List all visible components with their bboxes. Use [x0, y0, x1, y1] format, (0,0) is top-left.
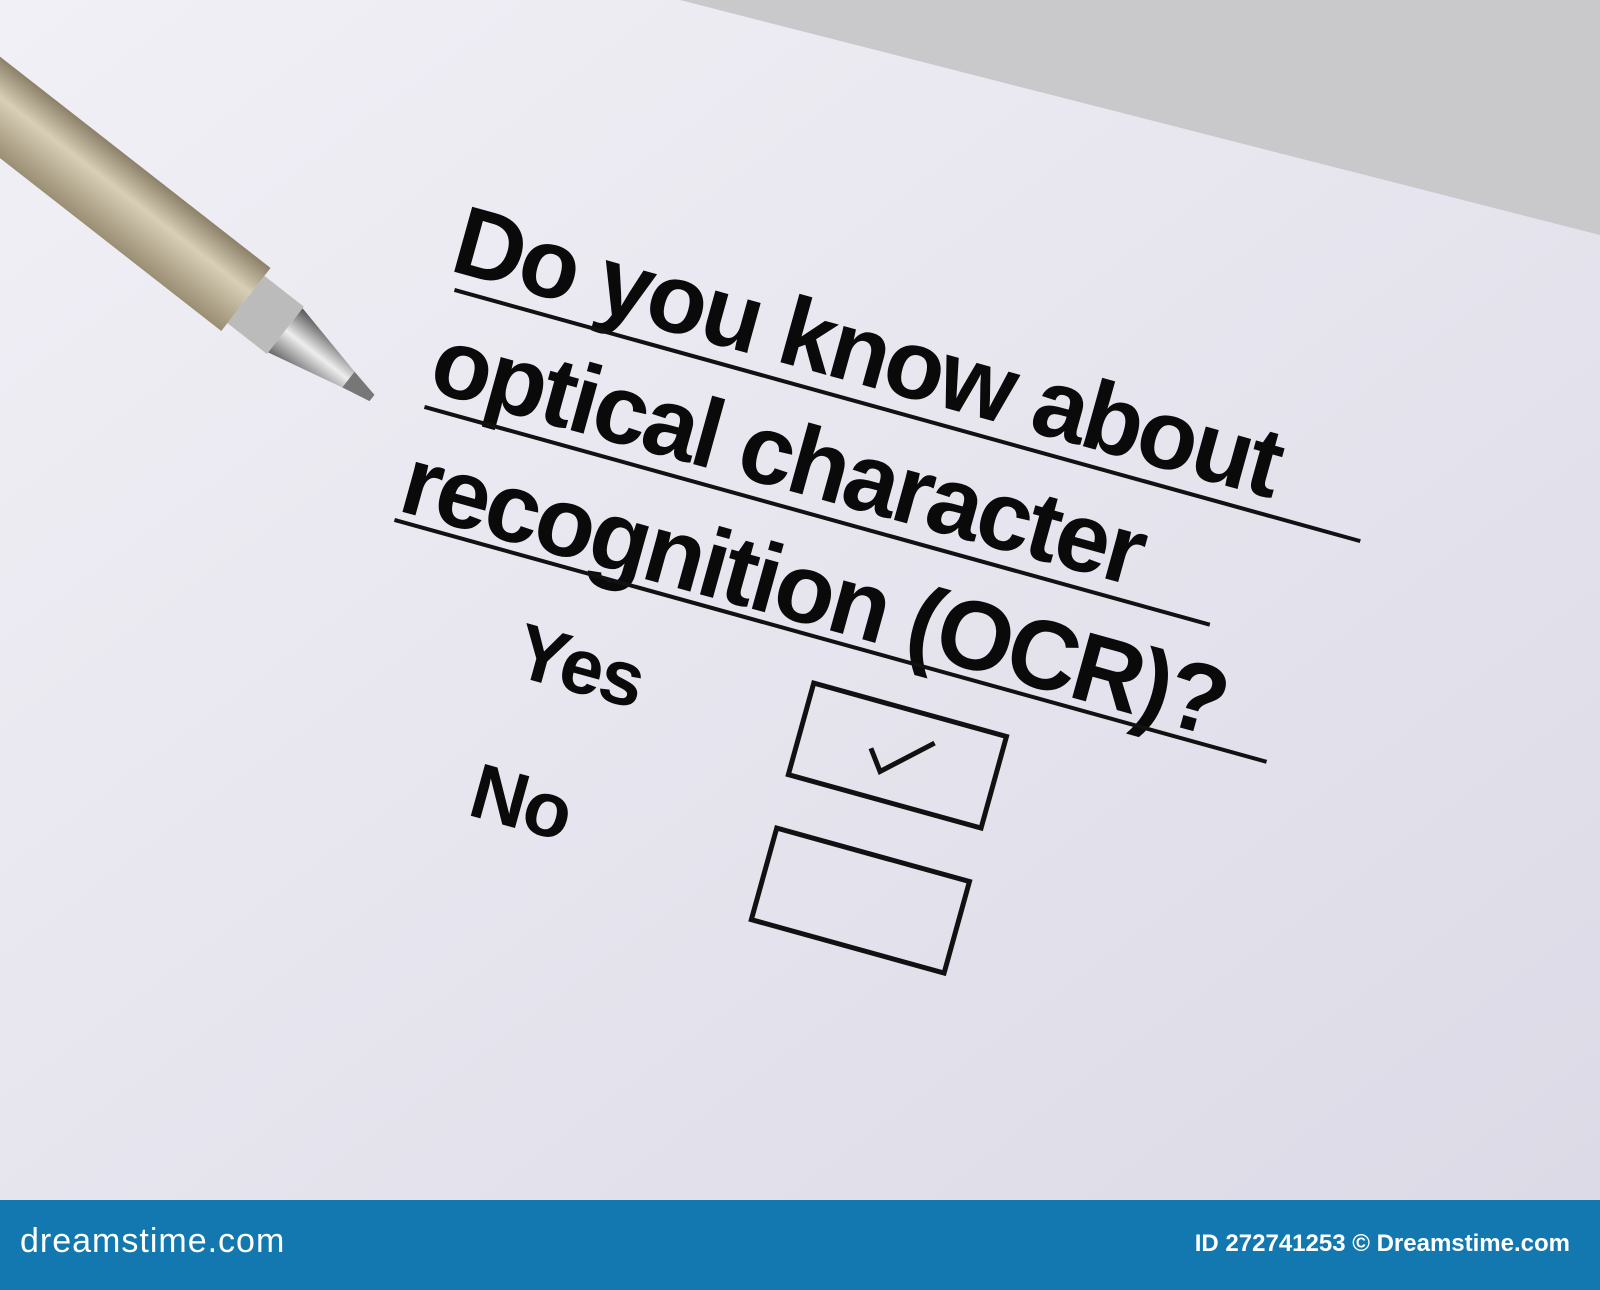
yes-checkbox[interactable] — [785, 680, 1010, 832]
pen — [0, 0, 375, 402]
image-credit: ID 272741253 © Dreamstime.com — [1194, 1230, 1570, 1257]
paper — [0, 0, 1600, 1200]
checkmark-icon — [868, 740, 936, 776]
desk-surface — [680, 0, 1600, 235]
photo-scene: Do you know about optical character reco… — [0, 0, 1600, 1200]
background — [0, 0, 1600, 1200]
watermark-banner: dreamstime.com ID 272741253 © Dreamstime… — [0, 1200, 1600, 1290]
dreamstime-logo: dreamstime.com — [20, 1222, 286, 1260]
